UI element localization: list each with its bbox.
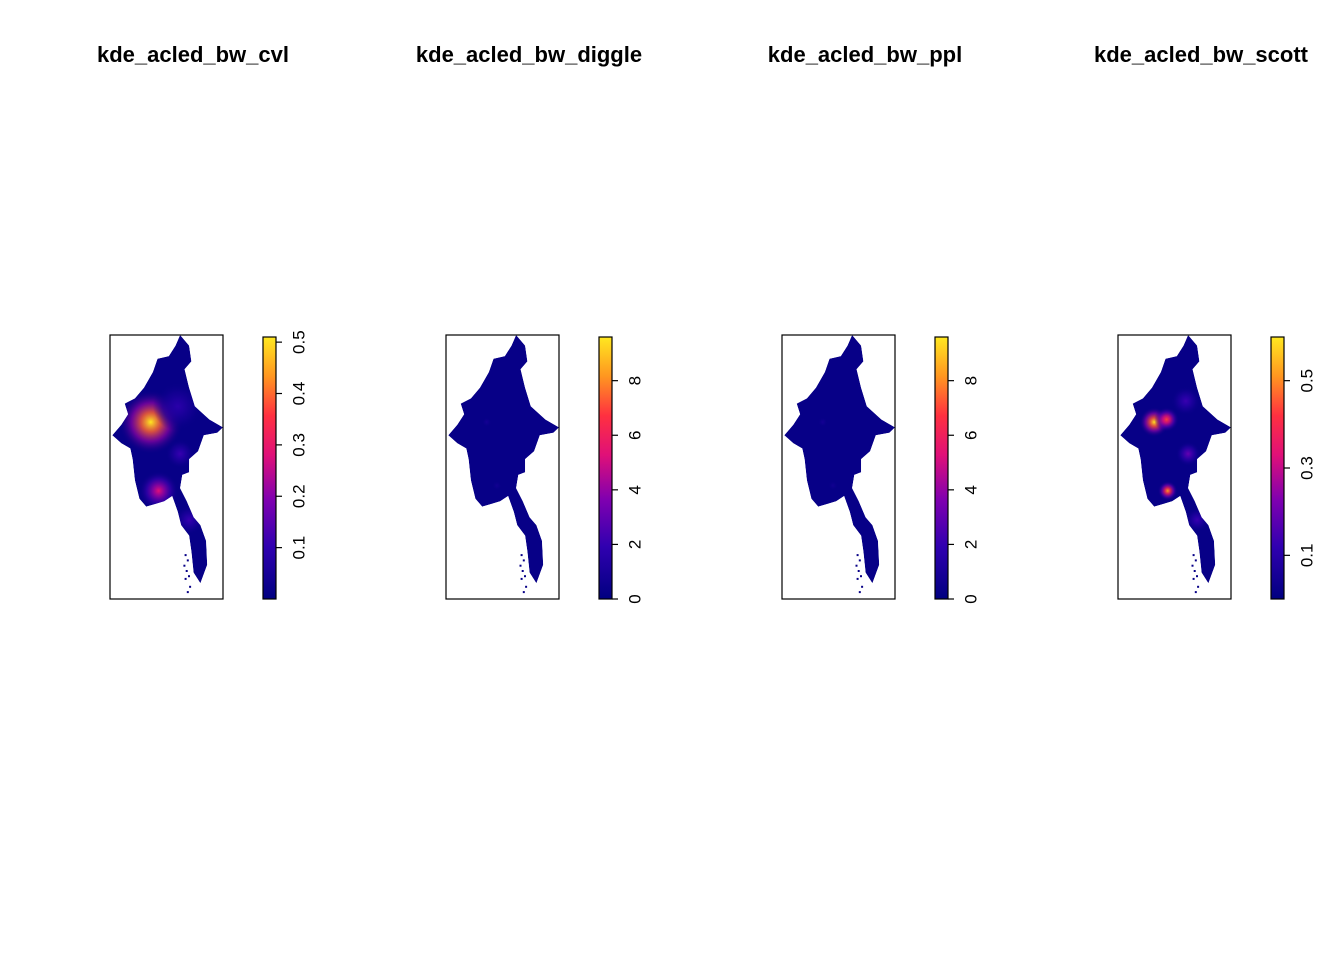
panel-title: kde_acled_bw_scott — [1094, 42, 1309, 67]
colorbar-tick-label: 0.5 — [289, 330, 308, 354]
kde-panel: kde_acled_bw_diggle 0 2 4 6 8 — [416, 42, 645, 604]
density-hotspot — [1157, 480, 1178, 501]
kde-panel: kde_acled_bw_ppl 0 2 4 6 8 — [768, 42, 981, 604]
colorbar — [934, 336, 949, 600]
density-map — [448, 335, 559, 584]
colorbar — [262, 336, 277, 600]
density-hotspot — [174, 504, 205, 535]
panel-title: kde_acled_bw_diggle — [416, 42, 642, 67]
island-points — [855, 554, 864, 594]
colorbar-tick-label: 4 — [961, 485, 980, 494]
density-map — [784, 335, 895, 584]
kde-panel: kde_acled_bw_cvl 0.1 0.2 0.3 0.4 0.5 — [97, 42, 308, 600]
density-hotspot — [152, 381, 203, 432]
density-hotspot — [138, 470, 179, 511]
density-hotspot — [1170, 386, 1201, 416]
colorbar-tick-label: 0 — [961, 594, 980, 603]
colorbar-tick-label: 0 — [625, 594, 644, 603]
colorbar-tick-label: 0.3 — [1297, 456, 1316, 480]
map-frame — [445, 334, 560, 600]
island-points — [1191, 554, 1200, 594]
density-hotspot — [491, 480, 502, 491]
colorbar-tick-label: 8 — [961, 376, 980, 385]
colorbar-tick-label: 0.2 — [289, 484, 308, 508]
map-frame — [109, 334, 224, 600]
density-hotspot — [481, 417, 492, 428]
density-base — [784, 335, 895, 584]
island-points — [519, 554, 528, 594]
density-hotspot — [817, 417, 828, 428]
colorbar-tick-label: 0.4 — [289, 382, 308, 406]
colorbar-tick-label: 4 — [625, 485, 644, 494]
island-points — [183, 554, 192, 594]
panel-title: kde_acled_bw_cvl — [97, 42, 289, 67]
density-hotspot — [1175, 441, 1201, 467]
colorbar-tick-label: 0.1 — [1297, 544, 1316, 568]
kde-panel: kde_acled_bw_scott 0.1 0.3 0.5 — [1094, 42, 1316, 600]
density-hotspot — [827, 480, 838, 491]
colorbar-tick-label: 0.1 — [289, 536, 308, 560]
density-map — [112, 335, 223, 584]
colorbar — [598, 336, 613, 600]
colorbar-tick-label: 2 — [625, 540, 644, 549]
colorbar — [1270, 336, 1285, 600]
colorbar-tick-label: 2 — [961, 540, 980, 549]
colorbar-tick-label: 8 — [625, 376, 644, 385]
map-frame — [1117, 334, 1232, 600]
density-hotspot — [165, 438, 196, 469]
density-map — [1120, 335, 1231, 584]
density-base — [1120, 335, 1231, 584]
colorbar-tick-label: 6 — [625, 431, 644, 440]
colorbar-tick-label: 0.5 — [1297, 369, 1316, 393]
colorbar-tick-label: 6 — [961, 431, 980, 440]
density-hotspot — [1154, 407, 1179, 432]
density-base — [448, 335, 559, 584]
density-hotspot — [1184, 507, 1210, 533]
panel-title: kde_acled_bw_ppl — [768, 42, 962, 67]
map-frame — [781, 334, 896, 600]
colorbar-tick-label: 0.3 — [289, 433, 308, 457]
